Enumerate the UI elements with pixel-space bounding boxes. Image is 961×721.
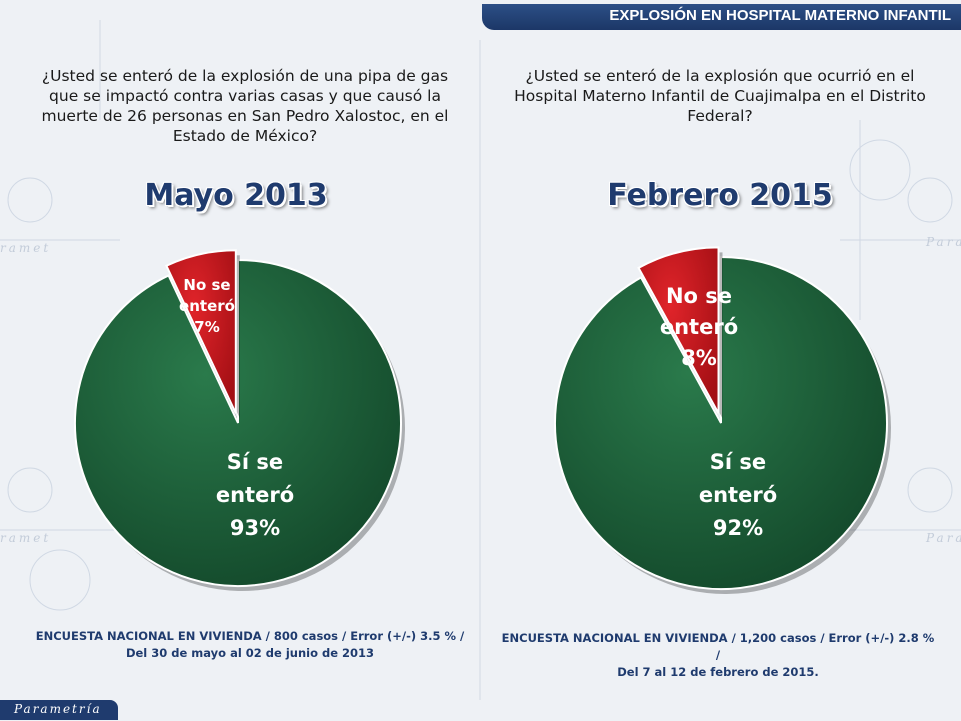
pie-1-label-no-line-2: 8% <box>681 346 717 370</box>
pie-1-label-no-line-1: enteró <box>660 315 738 339</box>
footnote-left-line2: Del 30 de mayo al 02 de junio de 2013 <box>125 646 375 660</box>
pie-1-label-no-line-0: No se <box>666 284 732 308</box>
footnote-left-line1: ENCUESTA NACIONAL EN VIVIENDA / 800 caso… <box>35 629 465 643</box>
pie-1-slice-no <box>637 246 720 414</box>
pie-0-label-no-line-1: enteró <box>179 297 235 315</box>
pie-1-label-yes-line-2: 92% <box>713 516 763 540</box>
svg-text:Para: Para <box>925 531 961 545</box>
brand-logo: Parametría <box>0 700 118 720</box>
header-title: EXPLOSIÓN EN HOSPITAL MATERNO INFANTIL <box>609 7 951 24</box>
pie-0-slice-yes <box>74 258 402 587</box>
pie-1-label-yes-line-1: enteró <box>699 483 777 507</box>
pie-1-label-yes-line-0: Sí se <box>710 450 766 474</box>
svg-text:Para: Para <box>925 235 961 249</box>
pie-0-label-yes-line-1: enteró <box>216 483 294 507</box>
chart-title-right: Febrero 2015 <box>607 178 833 213</box>
pie-0-label-yes-line-0: Sí se <box>227 450 283 474</box>
footnote-right: ENCUESTA NACIONAL EN VIVIENDA / 1,200 ca… <box>498 630 938 681</box>
pie-0-label-no-line-0: No se <box>183 276 230 294</box>
pie-0-label-no-line-2: 7% <box>194 318 219 336</box>
footnote-right-line2: Del 7 al 12 de febrero de 2015. <box>617 665 819 679</box>
pie-0-slice-no <box>165 249 237 414</box>
footnote-right-line1: ENCUESTA NACIONAL EN VIVIENDA / 1,200 ca… <box>501 631 935 662</box>
question-right: ¿Usted se enteró de la explosión que ocu… <box>514 67 926 125</box>
pie-1-slice-yes <box>554 255 888 590</box>
pie-0-label-yes-line-2: 93% <box>230 516 280 540</box>
footnote-left: ENCUESTA NACIONAL EN VIVIENDA / 800 caso… <box>30 628 470 662</box>
brand-name: Parametría <box>14 702 102 716</box>
chart-title-left: Mayo 2013 <box>144 178 328 213</box>
svg-text:ramet: ramet <box>0 241 51 255</box>
question-left: ¿Usted se enteró de la explosión de una … <box>41 67 449 145</box>
header-bar: EXPLOSIÓN EN HOSPITAL MATERNO INFANTIL <box>482 4 961 30</box>
svg-text:ramet: ramet <box>0 531 51 545</box>
